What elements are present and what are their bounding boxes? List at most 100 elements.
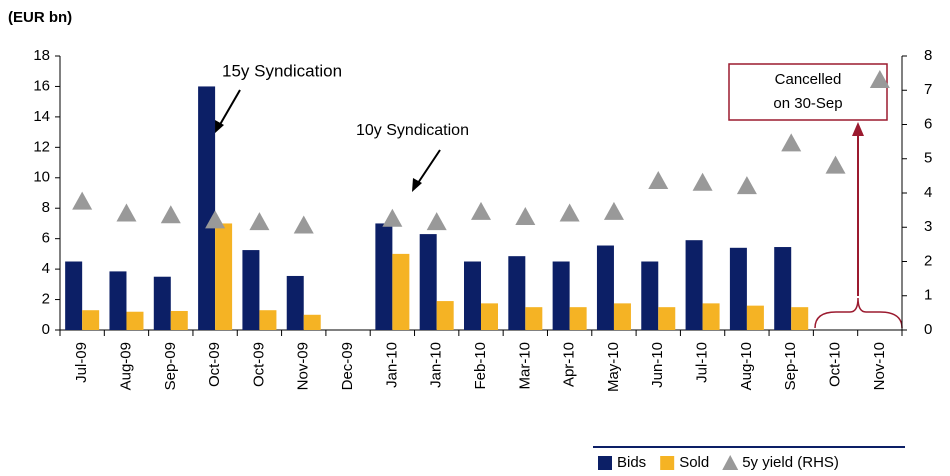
bar	[791, 307, 809, 330]
y-axis-label: (EUR bn)	[8, 9, 72, 26]
y-tick-label: 12	[33, 138, 50, 155]
legend-swatch	[598, 456, 612, 470]
y2-tick-label: 0	[924, 321, 932, 338]
bar	[641, 261, 659, 330]
marker	[869, 69, 890, 88]
marker	[426, 212, 447, 231]
x-tick-label: May-10	[605, 342, 622, 392]
marker	[648, 171, 669, 190]
marker	[781, 133, 802, 152]
y-tick-label: 18	[33, 47, 50, 64]
bar	[658, 307, 676, 330]
legend-label: 5y yield (RHS)	[742, 454, 839, 471]
marker	[205, 210, 226, 229]
bar	[82, 310, 100, 330]
x-tick-label: Oct-09	[206, 342, 223, 387]
bar	[525, 307, 543, 330]
bar	[552, 261, 570, 330]
x-tick-label: Sep-09	[162, 342, 179, 390]
y2-tick-label: 5	[924, 150, 932, 167]
bar	[215, 223, 233, 330]
x-tick-label: Oct-10	[826, 342, 843, 387]
x-tick-label: Apr-10	[561, 342, 578, 387]
legend-swatch	[660, 456, 675, 470]
y2-tick-label: 8	[924, 47, 932, 64]
legend-marker	[722, 455, 739, 470]
x-tick-label: Nov-09	[295, 342, 312, 390]
annotation: 15y Syndication	[222, 61, 342, 80]
x-tick-label: Feb-10	[472, 342, 489, 390]
bar	[303, 314, 321, 330]
x-tick-label: Dec-09	[339, 342, 356, 390]
bar	[126, 311, 144, 330]
marker	[293, 215, 314, 234]
annotation-arrow	[217, 89, 241, 129]
legend-label: Sold	[679, 454, 709, 471]
annotation: 10y Syndication	[356, 122, 469, 139]
annotation: Cancelled	[775, 71, 842, 88]
marker	[692, 172, 713, 191]
annotation: on 30-Sep	[773, 95, 842, 112]
marker	[471, 201, 491, 220]
marker	[249, 212, 270, 231]
x-tick-label: Jan-10	[428, 342, 445, 388]
bar	[481, 303, 498, 330]
y-tick-label: 2	[42, 291, 50, 308]
annotation-arrow	[415, 149, 441, 187]
x-tick-label: Mar-10	[516, 342, 533, 390]
bar	[702, 303, 720, 330]
bar	[392, 253, 410, 330]
bar	[375, 223, 393, 330]
bar	[419, 234, 437, 330]
annotation-box	[728, 63, 888, 121]
marker	[116, 203, 137, 222]
legend-label: Bids	[617, 454, 646, 471]
x-tick-label: Oct-09	[250, 342, 267, 387]
bar	[464, 261, 481, 330]
bar	[774, 247, 792, 330]
y2-tick-label: 3	[924, 218, 932, 235]
bar	[436, 301, 454, 330]
marker	[72, 191, 93, 210]
x-tick-label: Aug-10	[738, 342, 755, 390]
bar	[286, 275, 304, 330]
bar	[596, 245, 614, 330]
y-tick-label: 16	[33, 77, 50, 94]
x-tick-label: Jul-09	[73, 342, 90, 383]
bar	[746, 305, 764, 330]
bar	[65, 261, 83, 330]
marker	[160, 205, 181, 224]
marker	[382, 208, 403, 227]
marker	[603, 201, 624, 220]
bar	[259, 310, 277, 330]
bar	[242, 250, 260, 330]
brace	[814, 297, 903, 329]
x-tick-label: Aug-09	[117, 342, 134, 390]
y-tick-label: 4	[42, 260, 50, 277]
marker	[736, 176, 757, 195]
bar	[198, 86, 216, 330]
bar	[613, 303, 631, 330]
marker	[559, 203, 580, 222]
y2-tick-label: 7	[924, 81, 932, 98]
marker	[515, 206, 536, 225]
arrow-head	[852, 122, 864, 136]
y-tick-label: 8	[42, 199, 50, 216]
x-tick-label: Jul-10	[694, 342, 711, 383]
bar	[508, 256, 526, 330]
y2-tick-label: 1	[924, 287, 932, 304]
y-tick-label: 6	[42, 230, 50, 247]
y-tick-label: 0	[42, 321, 50, 338]
y2-tick-label: 4	[924, 184, 932, 201]
arrow-head	[214, 120, 224, 134]
y2-tick-label: 6	[924, 115, 932, 132]
y2-tick-label: 2	[924, 252, 932, 269]
arrow-head	[412, 178, 422, 192]
bar	[170, 310, 188, 330]
bar	[153, 276, 171, 330]
y-tick-label: 14	[33, 108, 50, 125]
x-tick-label: Nov-10	[871, 342, 888, 390]
x-tick-label: Jan-10	[383, 342, 400, 388]
bar	[685, 240, 703, 330]
